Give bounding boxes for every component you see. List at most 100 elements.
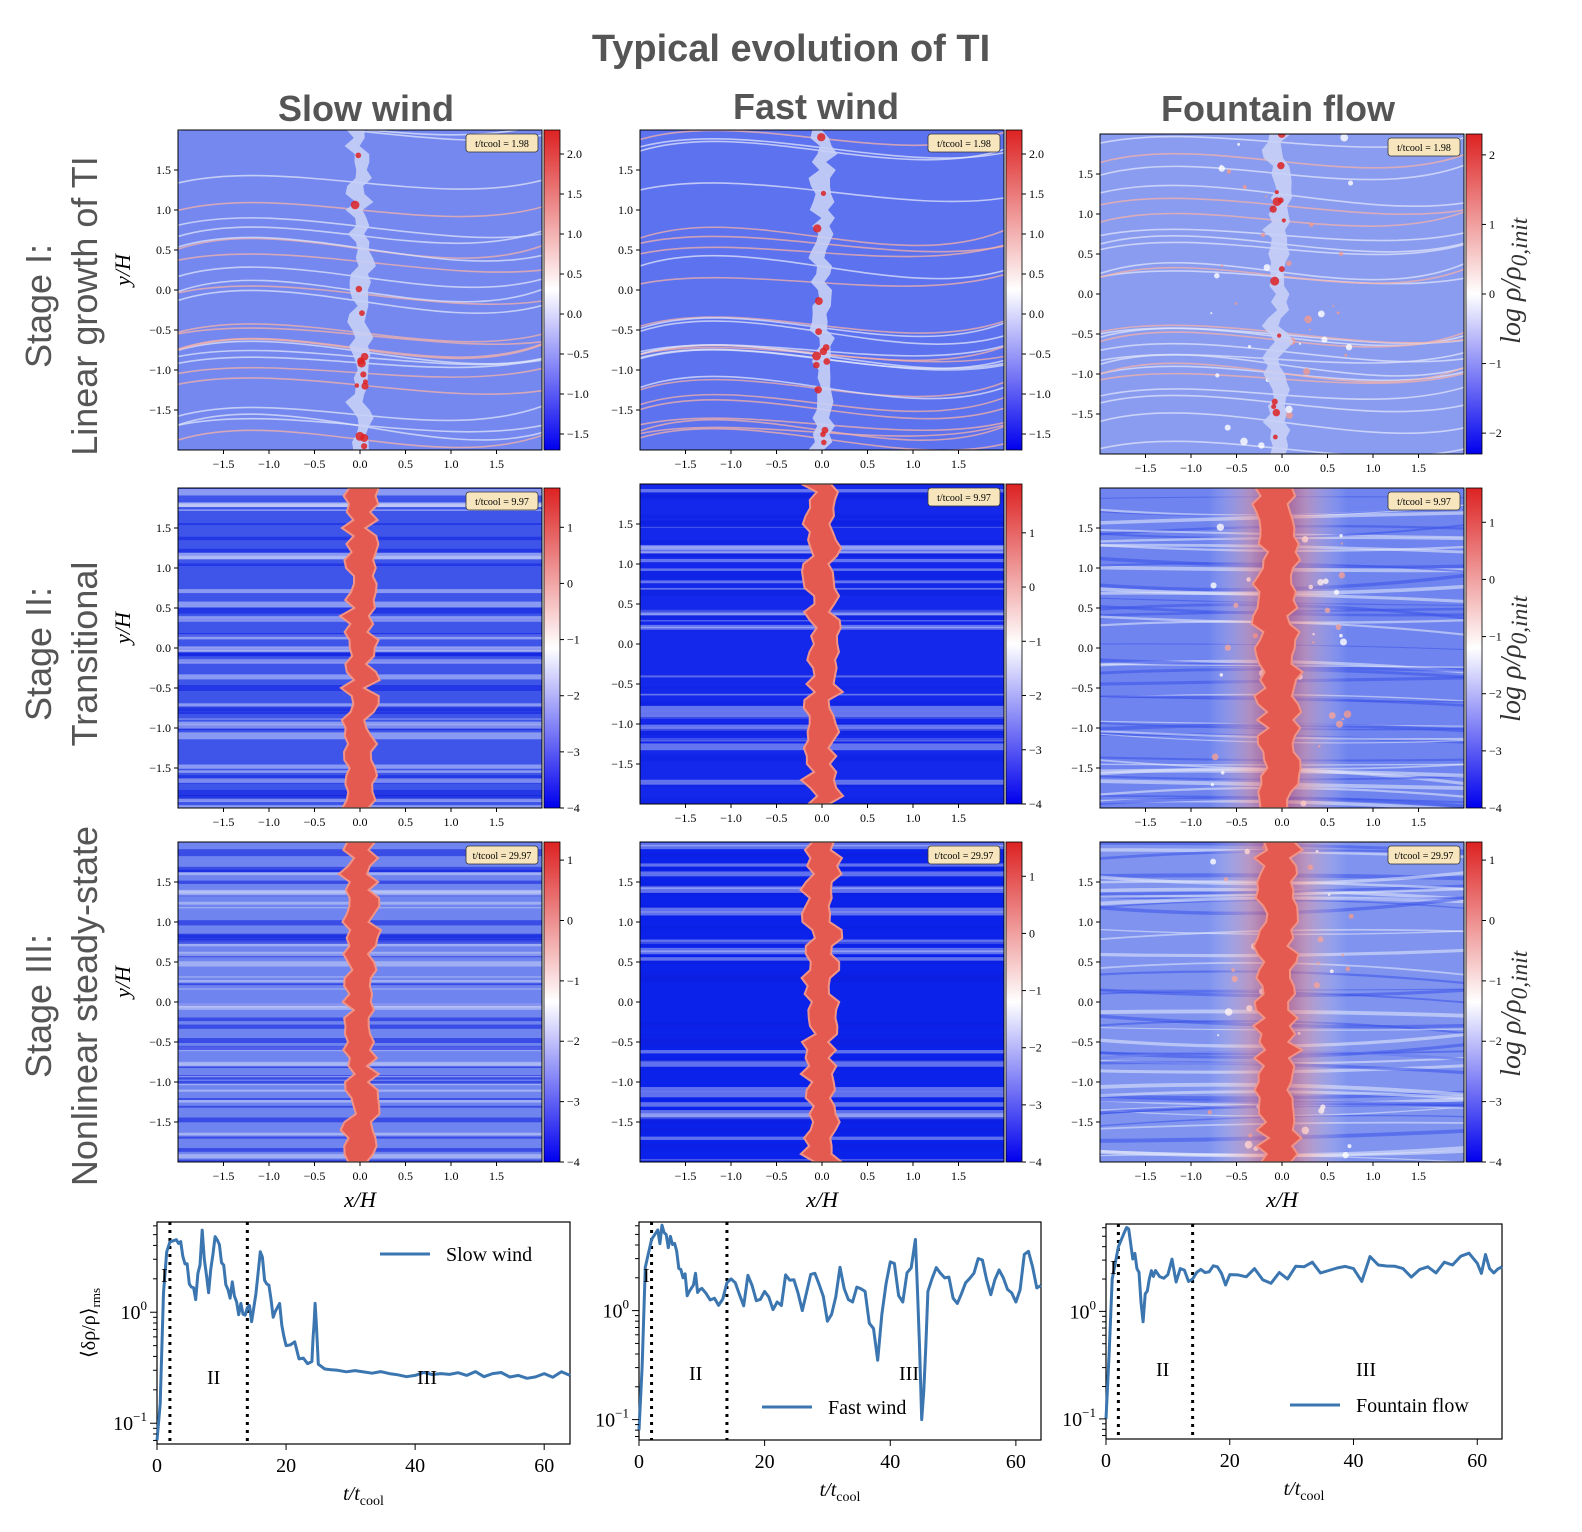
colorbar-tick-label: −2 bbox=[1029, 689, 1042, 703]
filament-knot bbox=[361, 382, 369, 390]
time-box-bg bbox=[465, 491, 539, 511]
x-tick-label: 0.5 bbox=[1320, 815, 1335, 829]
filament-knot bbox=[823, 358, 831, 365]
x-tick-label: −1.5 bbox=[1135, 1169, 1157, 1183]
time-box-bg bbox=[1387, 845, 1461, 865]
y-tick-label: 0.0 bbox=[156, 283, 171, 297]
cloudlet bbox=[1265, 195, 1268, 198]
cloudlet bbox=[1332, 305, 1335, 308]
x-tick-label: 0.0 bbox=[815, 811, 830, 825]
y-tick-label: 1.5 bbox=[1078, 167, 1093, 181]
colorbar-tick-label: 0 bbox=[1489, 913, 1495, 927]
x-tick-label: 1.5 bbox=[489, 1169, 504, 1183]
colorbar-tick-label: −1 bbox=[1489, 974, 1502, 988]
x-tick-label: 1.5 bbox=[489, 457, 504, 471]
y-label-main: ⟨δρ/ρ⟩ bbox=[78, 1307, 100, 1358]
column-title-fast-wind: Fast wind bbox=[732, 86, 899, 127]
filament-knot bbox=[1278, 266, 1285, 273]
y-tick-label: 0.5 bbox=[156, 601, 171, 615]
colorbar bbox=[543, 129, 561, 451]
time-label-box: t/tcool = 29.97 bbox=[1387, 845, 1461, 865]
filament-knot bbox=[361, 443, 368, 450]
x-tick-label: −1.0 bbox=[1180, 1169, 1202, 1183]
x-tick-label: −1.5 bbox=[1135, 815, 1157, 829]
cloudlet bbox=[1348, 913, 1354, 919]
cloudlet bbox=[1247, 345, 1252, 349]
x-tick-label: 0.0 bbox=[1275, 815, 1290, 829]
plot-frame bbox=[156, 1221, 571, 1445]
y-tick-label: 1.5 bbox=[156, 875, 171, 889]
heatmap-panel-9: −1.5 −1.0 −0.5 0.0 0.5 1.0 1.5 −1.5 −1.0 −0.5 0.0 0… bbox=[1071, 841, 1502, 1212]
cloudlet bbox=[1286, 260, 1292, 267]
colorbar bbox=[1005, 483, 1023, 805]
x-tick-label: 0.0 bbox=[1275, 461, 1290, 475]
central-filament bbox=[338, 488, 382, 808]
y-tick-label: −1.0 bbox=[611, 1075, 633, 1089]
y-tick-label: 1.0 bbox=[156, 561, 171, 575]
y-tick-label: 0.5 bbox=[156, 243, 171, 257]
colorbar bbox=[1005, 841, 1023, 1163]
x-tick-label: 0.5 bbox=[860, 1169, 875, 1183]
x-tick-label: −1.5 bbox=[675, 1169, 697, 1183]
stage-roman-label: III bbox=[417, 1367, 437, 1389]
x-tick-label: −1.0 bbox=[258, 815, 280, 829]
heatmap-field bbox=[178, 842, 542, 1162]
y-tick-label: 1.5 bbox=[156, 521, 171, 535]
y-tick-exponent: 0 bbox=[623, 1297, 630, 1312]
heatmap-field bbox=[640, 130, 1004, 450]
cloudlet bbox=[1344, 353, 1348, 357]
colorbar bbox=[543, 841, 561, 1163]
central-filament bbox=[799, 484, 845, 804]
colorbar-tick-label: −4 bbox=[1489, 801, 1502, 815]
y-tick-label: 0.5 bbox=[156, 955, 171, 969]
filament-knot bbox=[814, 386, 822, 394]
y-tick-label: 0.0 bbox=[1078, 641, 1093, 655]
x-tick-label: 40 bbox=[1344, 1450, 1364, 1472]
x-tick-label: 1.5 bbox=[951, 457, 966, 471]
filament-knot bbox=[1271, 404, 1277, 410]
x-tick-label: 1.5 bbox=[951, 1169, 966, 1183]
time-label: t/tcool = 29.97 bbox=[473, 851, 532, 862]
time-box-bg bbox=[465, 133, 539, 153]
y-tick-label: −1.5 bbox=[611, 757, 633, 771]
colorbar-tick-label: −2 bbox=[1029, 1041, 1042, 1055]
colorbar-tick-label: −1.0 bbox=[567, 387, 589, 401]
x-tick-label: 1.5 bbox=[489, 815, 504, 829]
x-tick-label: 0.0 bbox=[815, 1169, 830, 1183]
x-axis-label: t/tcool bbox=[1284, 1478, 1325, 1504]
x-label-sub: cool bbox=[1300, 1489, 1324, 1504]
central-filament bbox=[1251, 842, 1305, 1162]
x-tick-label: −0.5 bbox=[304, 1169, 326, 1183]
x-label-sub: cool bbox=[836, 1490, 860, 1505]
y-tick-label: 0.5 bbox=[1078, 247, 1093, 261]
filament-knot bbox=[1277, 134, 1286, 138]
y-tick-label: −1.5 bbox=[149, 1115, 171, 1129]
y-tick-base: 10 bbox=[595, 1410, 615, 1432]
legend-label: Slow wind bbox=[446, 1244, 532, 1266]
x-tick-label: 60 bbox=[1467, 1450, 1487, 1472]
stage-roman-label: I bbox=[643, 1265, 650, 1287]
y-tick-label: −1.0 bbox=[1071, 721, 1093, 735]
y-tick-label: 1.0 bbox=[618, 203, 633, 217]
colorbar-tick-label: 1 bbox=[567, 853, 573, 867]
filament-knot bbox=[1281, 218, 1286, 223]
cloudlet bbox=[1308, 328, 1311, 331]
y-tick-label: −1.0 bbox=[611, 717, 633, 731]
colorbar-tick-label: 0 bbox=[1489, 572, 1495, 586]
x-tick-label: −1.0 bbox=[258, 1169, 280, 1183]
central-filament bbox=[1250, 488, 1305, 808]
filament-knot bbox=[354, 383, 360, 388]
heatmap-panel-4: −1.5 −1.0 −0.5 0.0 0.5 1.0 1.5 −1.5 −1.0 −0.5 0.0 0… bbox=[110, 487, 580, 829]
heatmap-field bbox=[178, 488, 542, 808]
x-axis-label: t/tcool bbox=[343, 1483, 384, 1509]
time-label: t/tcool = 9.97 bbox=[1397, 497, 1451, 508]
filament-knot bbox=[821, 439, 827, 446]
x-tick-label: 0.5 bbox=[1320, 461, 1335, 475]
plot-frame bbox=[638, 1221, 1042, 1441]
x-tick-label: −1.0 bbox=[1180, 461, 1202, 475]
x-tick-label: 1.0 bbox=[906, 1169, 921, 1183]
heatmap-panel-6: −1.5 −1.0 −0.5 0.0 0.5 1.0 1.5 −1.5 −1.0 −0.5 0.0 0… bbox=[1071, 487, 1502, 829]
x-tick-label: −0.5 bbox=[1226, 1169, 1248, 1183]
